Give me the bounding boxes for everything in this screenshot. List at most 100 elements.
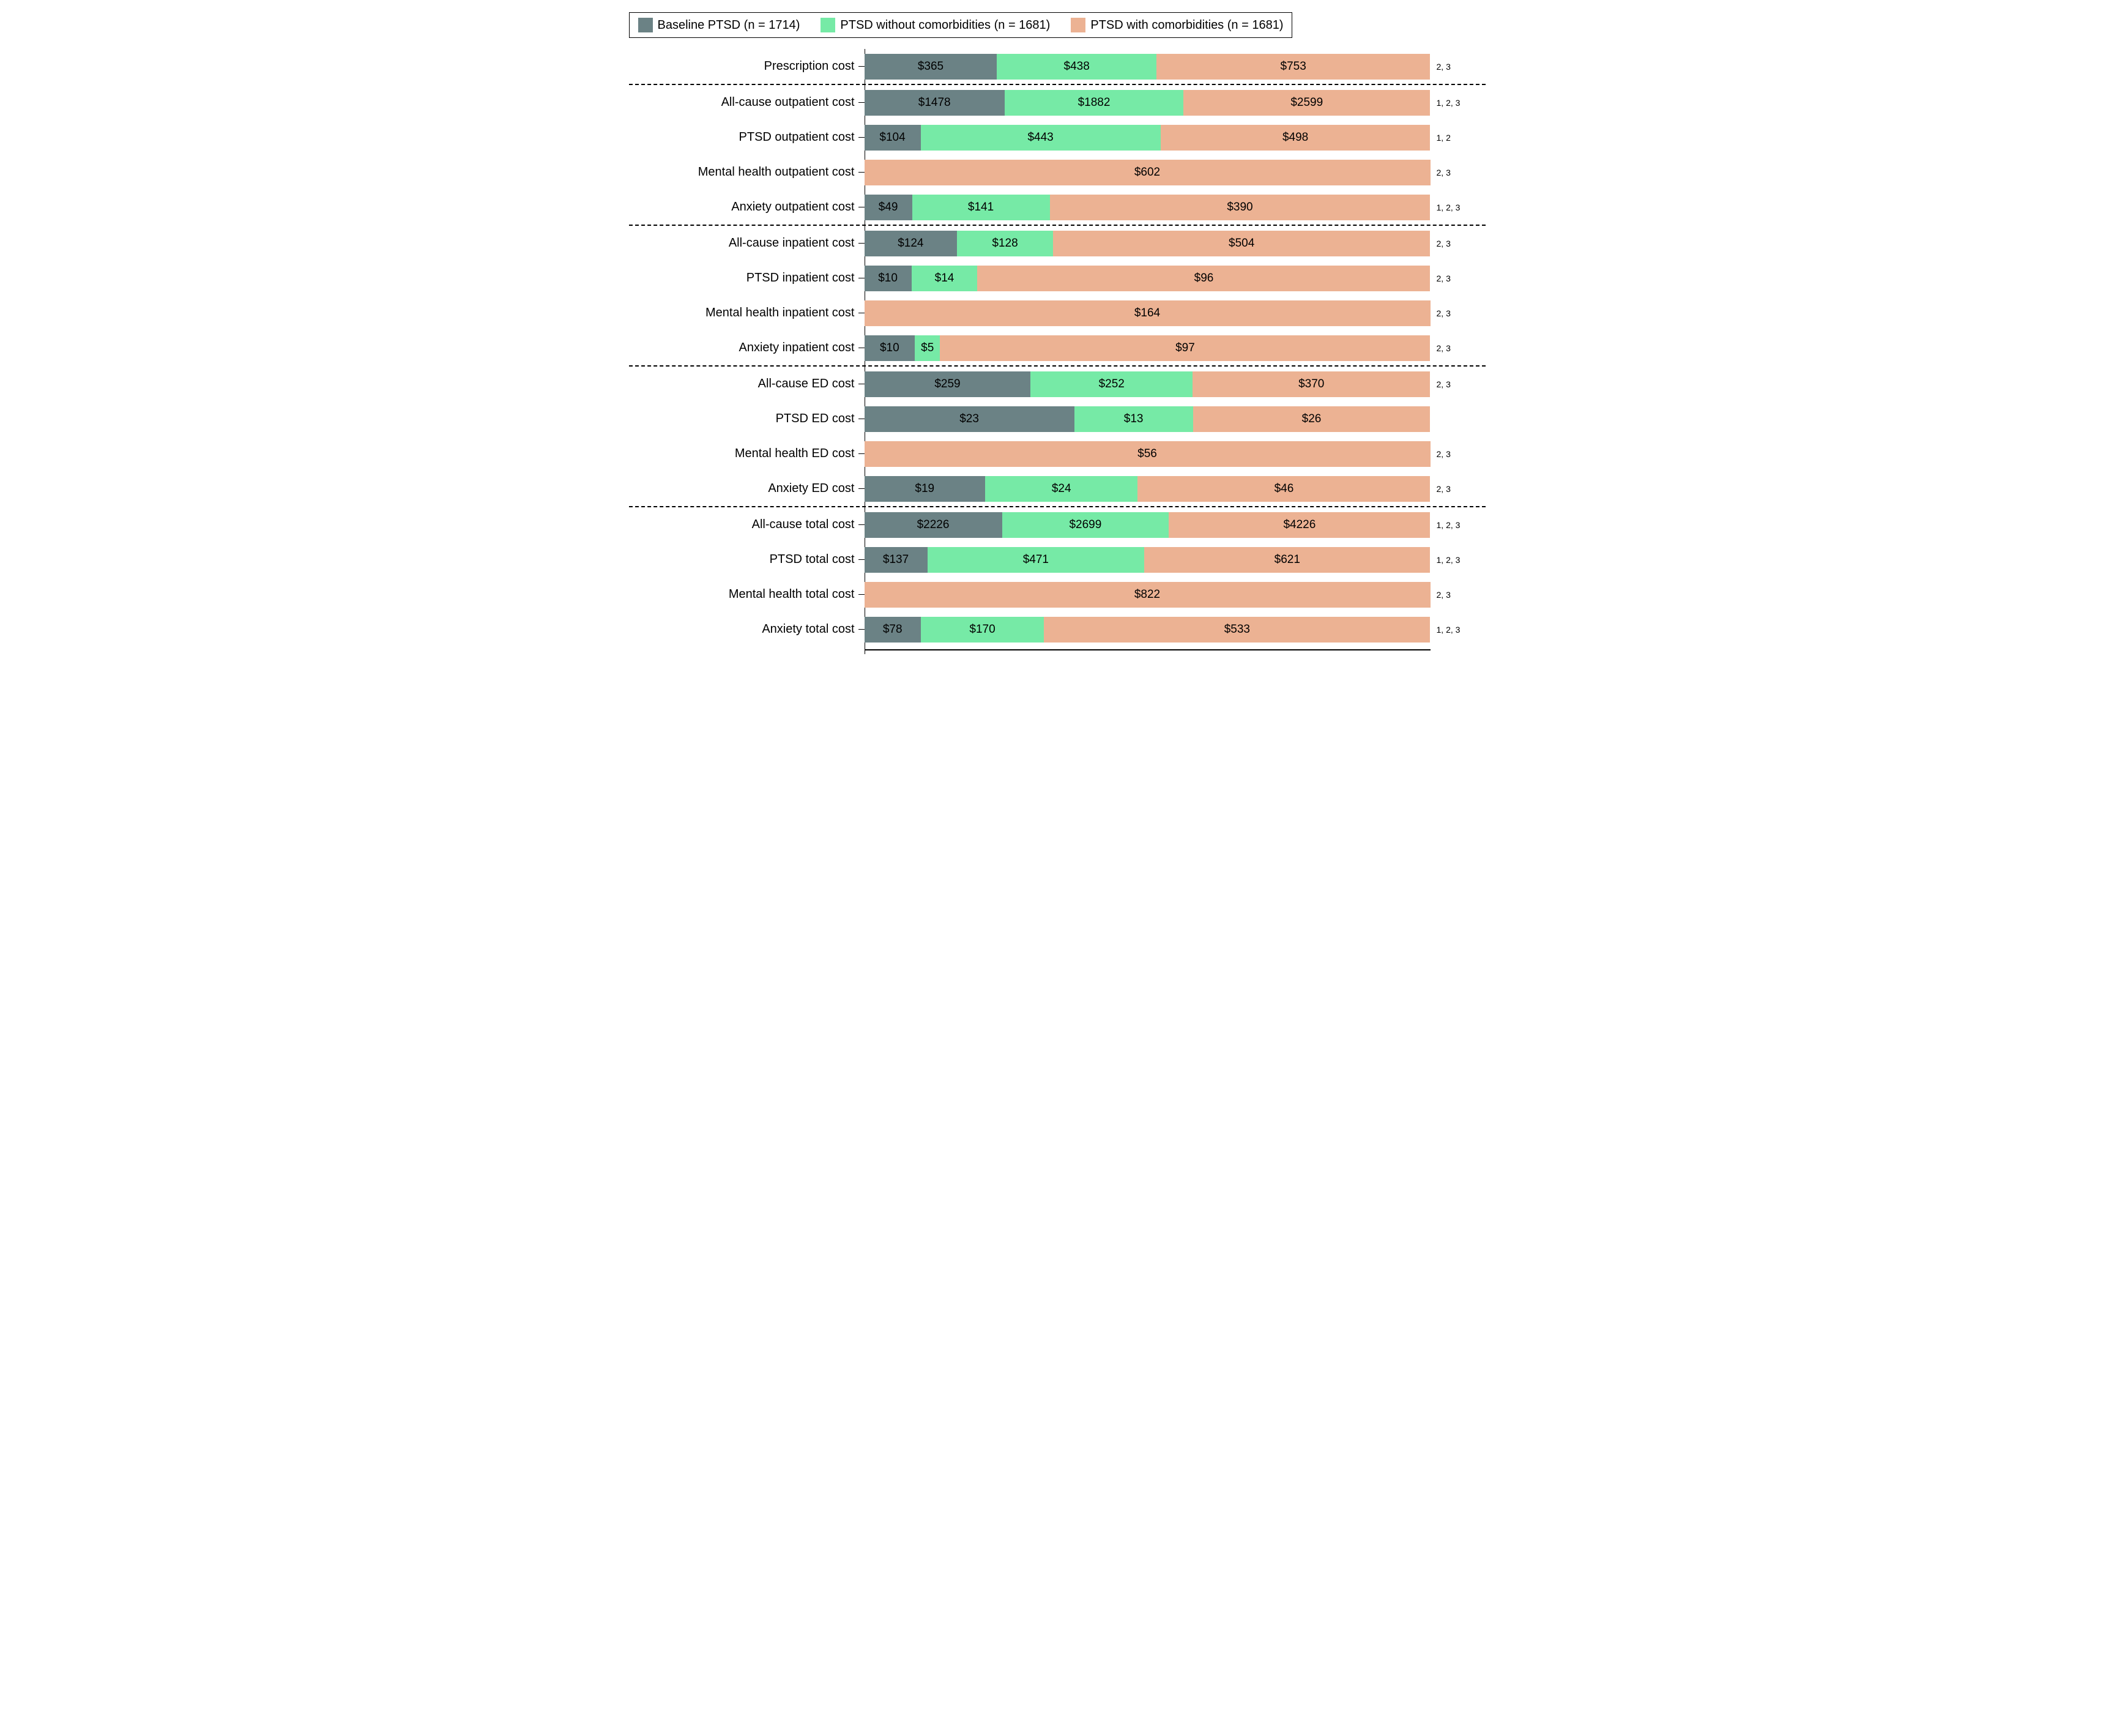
axis-tick bbox=[858, 629, 865, 630]
bar-track: $137$471$6211, 2, 3 bbox=[865, 542, 1486, 577]
chart-row: PTSD total cost$137$471$6211, 2, 3 bbox=[629, 542, 1486, 577]
bar-track: $2226$2699$42261, 2, 3 bbox=[865, 507, 1486, 542]
bar-segment-with: $498 bbox=[1161, 125, 1431, 151]
bar-segment-baseline: $49 bbox=[865, 195, 912, 220]
legend-item-without: PTSD without comorbidities (n = 1681) bbox=[821, 18, 1050, 32]
bar-stack: $10 $5 $97 bbox=[865, 335, 1431, 361]
bar-segment-baseline: $23 bbox=[865, 406, 1074, 432]
bar-segment-with: $370 bbox=[1193, 371, 1430, 397]
bar-track: $1478$1882$25991, 2, 3 bbox=[865, 85, 1486, 120]
bar-stack: $23 $13 $26 bbox=[865, 406, 1431, 432]
bar-value-label: $1478 bbox=[916, 96, 953, 110]
chart-row: Anxiety total cost$78$170$5331, 2, 3 bbox=[629, 612, 1486, 647]
bar-value-label: $438 bbox=[1062, 60, 1092, 73]
bar-stack: $10 $14 $96 bbox=[865, 266, 1431, 291]
bar-track: $365$438$7532, 3 bbox=[865, 49, 1486, 84]
row-label: PTSD inpatient cost bbox=[629, 271, 858, 285]
bar-value-label: $56 bbox=[1135, 447, 1159, 461]
axis-tick bbox=[858, 419, 865, 420]
bar-segment-with: $56 bbox=[865, 441, 1431, 467]
bar-segment-with: $97 bbox=[940, 335, 1430, 361]
axis-tick bbox=[858, 453, 865, 455]
row-annotation: 2, 3 bbox=[1437, 449, 1451, 459]
bar-value-label: $259 bbox=[932, 378, 962, 391]
chart-row: Mental health outpatient cost$6022, 3 bbox=[629, 155, 1486, 190]
bar-value-label: $10 bbox=[877, 341, 902, 355]
bar-segment-with: $96 bbox=[977, 266, 1430, 291]
bar-segment-without: $5 bbox=[915, 335, 940, 361]
row-annotation: 1, 2, 3 bbox=[1437, 520, 1461, 530]
axis-tick bbox=[858, 66, 865, 67]
bar-value-label: $621 bbox=[1272, 553, 1303, 567]
bar-value-label: $822 bbox=[1132, 588, 1163, 602]
row-label: Anxiety ED cost bbox=[629, 482, 858, 496]
bar-track: $1642, 3 bbox=[865, 296, 1486, 330]
row-annotation: 1, 2 bbox=[1437, 133, 1451, 143]
bar-segment-with: $164 bbox=[865, 300, 1431, 326]
bar-value-label: $141 bbox=[966, 201, 996, 214]
row-label: Anxiety outpatient cost bbox=[629, 200, 858, 214]
ptsd-cost-chart: Baseline PTSD (n = 1714) PTSD without co… bbox=[629, 12, 1486, 650]
axis-tick bbox=[858, 207, 865, 208]
row-label: Prescription cost bbox=[629, 59, 858, 73]
chart-row: Prescription cost$365$438$7532, 3 bbox=[629, 49, 1486, 84]
bar-track: $23 $13 $26 bbox=[865, 401, 1486, 436]
x-axis-line bbox=[865, 649, 1431, 650]
bar-stack: $822 bbox=[865, 582, 1431, 608]
axis-tick bbox=[858, 172, 865, 173]
bar-stack: $259 $252 $370 bbox=[865, 371, 1431, 397]
bar-value-label: $46 bbox=[1272, 482, 1297, 496]
row-label: Anxiety inpatient cost bbox=[629, 341, 858, 355]
chart-row: All-cause outpatient cost $1478$1882$2599… bbox=[629, 85, 1486, 120]
bar-value-label: $10 bbox=[876, 272, 900, 285]
chart-legend: Baseline PTSD (n = 1714) PTSD without co… bbox=[629, 12, 1293, 38]
bar-segment-without: $443 bbox=[921, 125, 1161, 151]
bar-value-label: $14 bbox=[932, 272, 957, 285]
bar-value-label: $13 bbox=[1122, 412, 1146, 426]
chart-row: All-cause total cost$2226$2699$42261, 2,… bbox=[629, 507, 1486, 542]
bar-value-label: $498 bbox=[1280, 131, 1311, 144]
row-label: All-cause outpatient cost bbox=[629, 95, 858, 110]
chart-row: Mental health ED cost$562, 3 bbox=[629, 436, 1486, 471]
bar-value-label: $170 bbox=[967, 623, 997, 636]
row-annotation: 1, 2, 3 bbox=[1437, 203, 1461, 212]
row-label: All-cause total cost bbox=[629, 518, 858, 532]
bar-value-label: $26 bbox=[1300, 412, 1324, 426]
legend-item-with: PTSD with comorbidities (n = 1681) bbox=[1071, 18, 1283, 32]
bar-segment-baseline: $259 bbox=[865, 371, 1031, 397]
bar-stack: $49$141$390 bbox=[865, 195, 1431, 220]
bar-track: $8222, 3 bbox=[865, 577, 1486, 612]
legend-swatch-with bbox=[1071, 18, 1085, 32]
bar-value-label: $504 bbox=[1226, 237, 1257, 250]
bar-segment-baseline: $365 bbox=[865, 54, 997, 80]
row-label: Mental health total cost bbox=[629, 587, 858, 602]
bar-value-label: $370 bbox=[1296, 378, 1327, 391]
bar-value-label: $252 bbox=[1096, 378, 1127, 391]
bar-segment-with: $822 bbox=[865, 582, 1431, 608]
bar-segment-without: $2699 bbox=[1002, 512, 1169, 538]
row-label: PTSD ED cost bbox=[629, 412, 858, 426]
bar-track: $49$141$3901, 2, 3 bbox=[865, 190, 1486, 225]
axis-tick bbox=[858, 488, 865, 490]
axis-tick bbox=[858, 594, 865, 595]
bar-stack: $602 bbox=[865, 160, 1431, 185]
bar-stack: $1478$1882$2599 bbox=[865, 90, 1431, 116]
bar-segment-with: $4226 bbox=[1169, 512, 1430, 538]
axis-tick bbox=[858, 278, 865, 279]
bar-value-label: $23 bbox=[957, 412, 981, 426]
bar-segment-without: $252 bbox=[1030, 371, 1193, 397]
chart-row: Mental health total cost $8222, 3 bbox=[629, 577, 1486, 612]
chart-row: PTSD inpatient cost$10$14$962, 3 bbox=[629, 261, 1486, 296]
bar-value-label: $4226 bbox=[1281, 518, 1318, 532]
bar-segment-without: $438 bbox=[997, 54, 1156, 80]
axis-tick bbox=[858, 102, 865, 103]
bar-segment-baseline: $78 bbox=[865, 617, 921, 643]
bar-segment-without: $141 bbox=[912, 195, 1050, 220]
legend-label-without: PTSD without comorbidities (n = 1681) bbox=[840, 18, 1050, 32]
bar-segment-without: $128 bbox=[957, 231, 1053, 256]
chart-row: All-cause ED cost$259$252$3702, 3 bbox=[629, 367, 1486, 401]
bar-value-label: $128 bbox=[989, 237, 1020, 250]
chart-row: PTSD ED cost $23 $13 $26 bbox=[629, 401, 1486, 436]
row-annotation: 2, 3 bbox=[1437, 239, 1451, 248]
bar-value-label: $5 bbox=[918, 341, 936, 355]
